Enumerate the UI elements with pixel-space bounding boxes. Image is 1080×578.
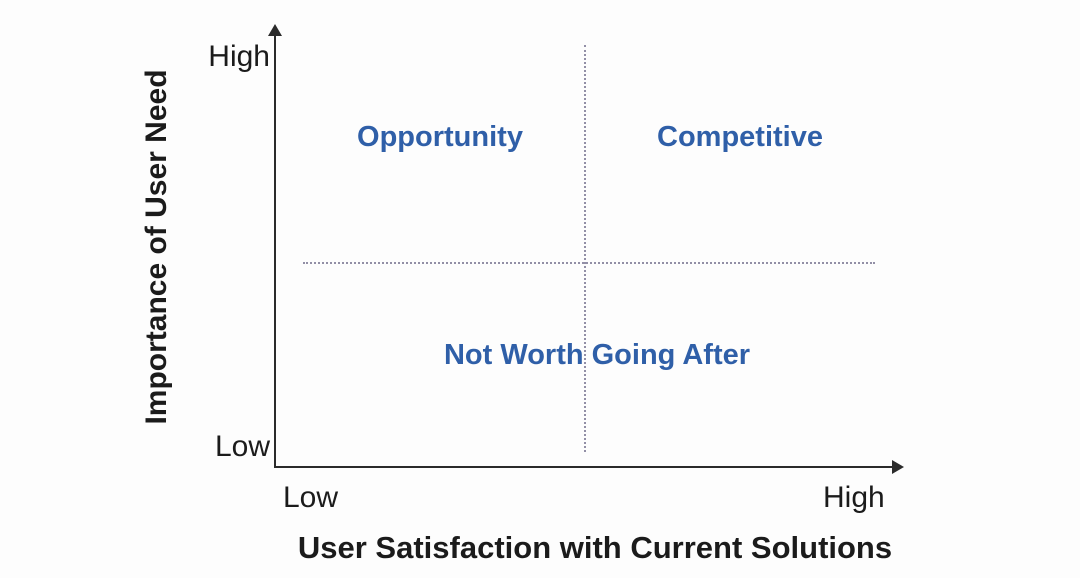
x-axis-low-label: Low — [283, 481, 339, 514]
x-axis-line — [274, 466, 894, 468]
quadrant-label-opportunity: Opportunity — [357, 121, 523, 153]
y-axis-low-label: Low — [214, 430, 270, 463]
x-axis-title: User Satisfaction with Current Solutions — [297, 530, 893, 565]
vertical-dotted-divider — [584, 45, 586, 452]
y-axis-arrowhead-icon — [268, 24, 282, 36]
y-axis-title: Importance of User Need — [140, 69, 173, 425]
quadrant-label-competitive: Competitive — [657, 121, 823, 153]
x-axis-high-label: High — [823, 481, 885, 514]
quadrant-label-not-worth-going-after: Not Worth Going After — [443, 339, 751, 371]
y-axis-high-label: High — [208, 40, 270, 73]
x-axis-arrowhead-icon — [892, 460, 904, 474]
y-axis-line — [274, 34, 276, 467]
horizontal-dotted-divider — [303, 262, 875, 264]
